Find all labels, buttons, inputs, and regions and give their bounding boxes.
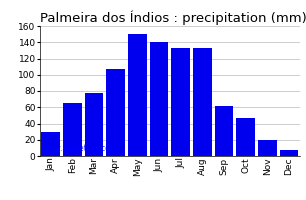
Bar	[63, 103, 81, 156]
Bar	[171, 48, 190, 156]
Bar	[258, 140, 277, 156]
Bar	[106, 69, 125, 156]
Bar	[193, 48, 211, 156]
Bar	[128, 34, 147, 156]
Bar	[237, 118, 255, 156]
Bar	[280, 150, 298, 156]
Bar	[215, 106, 233, 156]
Bar	[150, 42, 168, 156]
Bar	[85, 93, 103, 156]
Text: Palmeira dos Índios : precipitation (mm): Palmeira dos Índios : precipitation (mm)	[40, 10, 306, 25]
Bar	[41, 132, 60, 156]
Text: www.allmetsat.com: www.allmetsat.com	[42, 144, 118, 153]
